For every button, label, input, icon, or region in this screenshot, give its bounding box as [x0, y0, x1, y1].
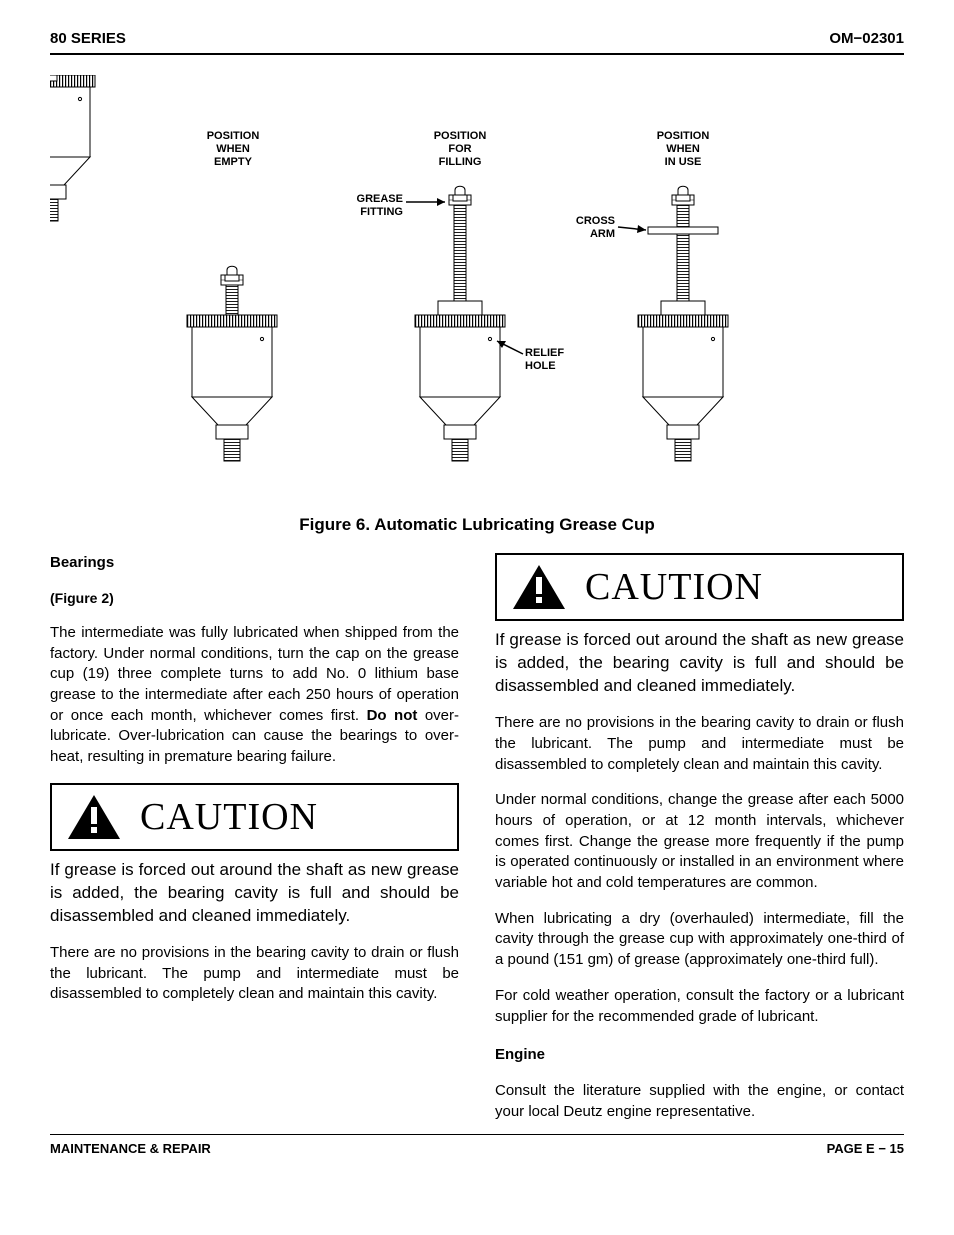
paragraph-change-interval: Under normal conditions, change the grea… [495, 790, 904, 893]
warning-triangle-icon [511, 563, 567, 611]
caution-box-1: CAUTION [50, 783, 459, 851]
caution-text-2: If grease is forced out around the shaft… [495, 629, 904, 698]
paragraph-engine: Consult the literature supplied with the… [495, 1081, 904, 1122]
paragraph-cold-weather: For cold weather operation, consult the … [495, 986, 904, 1027]
header-left: 80 SERIES [50, 30, 126, 47]
caution-word-2: CAUTION [585, 561, 763, 613]
footer-right: PAGE E − 15 [827, 1141, 904, 1156]
warning-triangle-icon [66, 793, 122, 841]
paragraph-dry-intermediate: When lubricating a dry (overhauled) inte… [495, 909, 904, 971]
cup-empty [187, 266, 277, 461]
grease-cup-diagram [50, 75, 870, 485]
ref-figure-2: (Figure 2) [50, 589, 459, 608]
page-footer: MAINTENANCE & REPAIR PAGE E − 15 [50, 1134, 904, 1156]
cup-in-use [638, 186, 728, 461]
caution-word-1: CAUTION [140, 791, 318, 843]
footer-left: MAINTENANCE & REPAIR [50, 1141, 211, 1156]
figure-6: POSITIONWHENEMPTY POSITIONFORFILLING POS… [50, 75, 904, 485]
caution-text-1: If grease is forced out around the shaft… [50, 859, 459, 928]
heading-bearings: Bearings [50, 553, 459, 574]
paragraph-lubrication: The intermediate was fully lubricated wh… [50, 623, 459, 768]
caution-box-2: CAUTION [495, 553, 904, 621]
paragraph-no-provisions-2: There are no provisions in the bearing c… [495, 713, 904, 775]
body-columns: Bearings (Figure 2) The intermediate was… [50, 553, 904, 1122]
header-right: OM−02301 [829, 30, 904, 47]
heading-engine: Engine [495, 1045, 904, 1066]
paragraph-no-provisions-1: There are no provisions in the bearing c… [50, 943, 459, 1005]
do-not-bold: Do not [367, 707, 418, 724]
cup-filling [415, 186, 505, 461]
page-header: 80 SERIES OM−02301 [50, 30, 904, 55]
figure-caption: Figure 6. Automatic Lubricating Grease C… [50, 515, 904, 535]
